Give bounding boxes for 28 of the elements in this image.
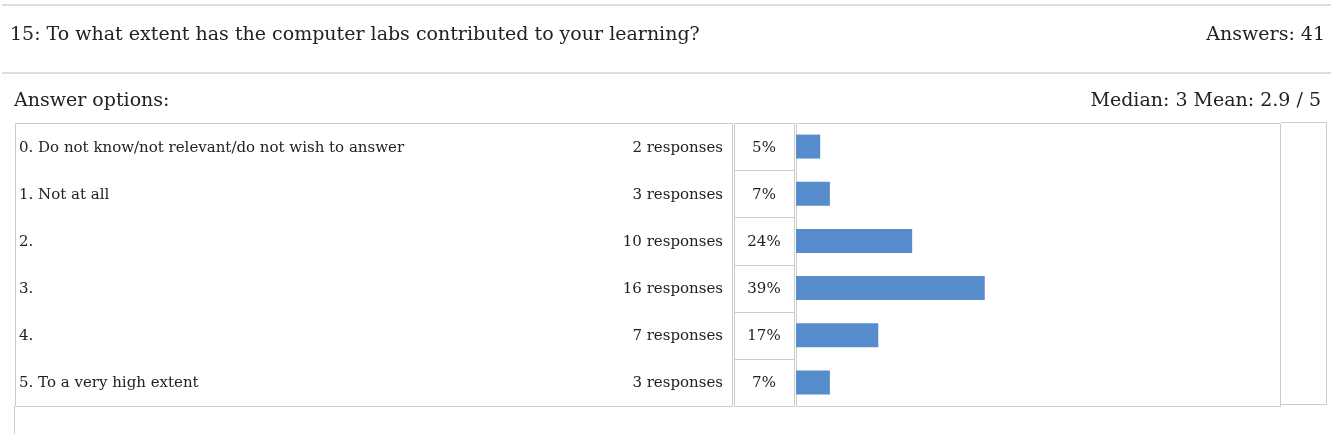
data-label: 24% (747, 231, 781, 250)
text: 7 responses (632, 326, 723, 345)
text: 2 responses (632, 137, 723, 156)
bar (796, 181, 830, 206)
bar (796, 228, 913, 253)
y-tick-label: 0. Do not know/not relevant/do not wish to answer (19, 137, 405, 156)
text: 3 responses (632, 373, 723, 392)
data-label: 39% (747, 279, 781, 298)
text: 16 responses (622, 279, 723, 298)
data-label: 5% (752, 137, 776, 156)
chart-subtitle: Answers: 41 (1206, 22, 1325, 44)
data-label: 17% (747, 326, 781, 345)
y-tick-label: 2. (19, 231, 34, 250)
bar (796, 323, 879, 348)
text: 10 responses (622, 231, 723, 250)
y-tick-label: 4. (19, 326, 34, 345)
y-tick-label: 1. Not at all (19, 184, 110, 203)
y-tick-label: 5. To a very high extent (19, 373, 199, 392)
bar (796, 276, 985, 301)
text: Answer options: (14, 88, 170, 110)
text: 15: To what extent has the computer labs contributed to your learning? (10, 22, 700, 44)
data-label: 7% (752, 184, 776, 203)
y-tick-label: 3. (19, 279, 34, 298)
text: Median: 3 Mean: 2.9 / 5 (1090, 88, 1321, 110)
bar (796, 134, 821, 159)
bar (796, 370, 830, 395)
data-label: 7% (752, 373, 776, 392)
text: 3 responses (632, 184, 723, 203)
